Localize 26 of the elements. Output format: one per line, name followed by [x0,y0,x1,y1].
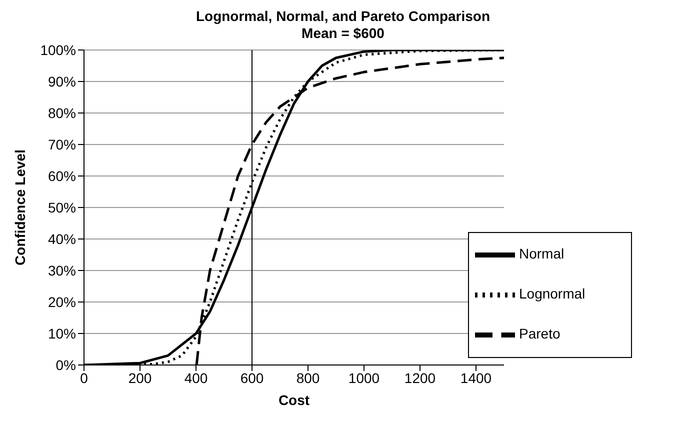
x-tick-label: 1400 [460,370,492,386]
x-tick-label: 1000 [348,370,380,386]
y-tick-label: 90% [48,73,76,90]
y-tick-label: 10% [48,325,76,342]
y-tick-label: 50% [48,199,76,216]
x-tick-label: 800 [296,370,320,386]
legend-label: Normal [519,246,564,262]
legend-label: Lognormal [519,286,586,302]
y-tick-label: 70% [48,136,76,152]
y-tick-label: 0% [56,356,76,373]
y-tick-label: 40% [48,230,76,247]
x-tick-label: 600 [240,370,264,386]
x-tick-label: 200 [128,370,152,386]
chart-title: Lognormal, Normal, and Pareto Comparison [194,8,492,25]
chart-subtitle: Mean = $600 [300,25,386,42]
x-axis-title: Cost [278,392,310,408]
y-tick-label: 60% [48,168,76,184]
y-tick-label: 100% [40,42,76,58]
y-axis-title: Confidence Level [12,150,28,266]
y-tick-label: 80% [48,104,76,121]
y-tick-label: 30% [48,262,76,278]
x-tick-label: 1200 [404,370,436,386]
legend-label: Pareto [519,326,560,342]
y-tick-label: 20% [48,294,76,310]
x-tick-label: 400 [184,370,208,386]
x-tick-label: 0 [80,370,88,386]
